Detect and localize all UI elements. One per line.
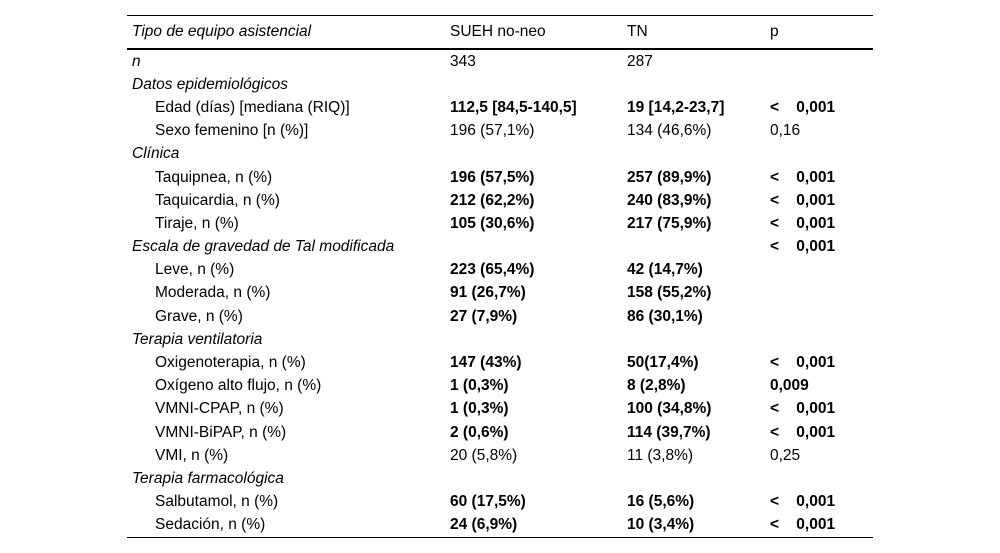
tn-value: 240 (83,9%)	[627, 191, 712, 209]
row-label: VMI, n (%)	[155, 446, 229, 464]
sueh-value: 196 (57,5%)	[450, 168, 535, 186]
table-row: Sexo femenino [n (%)] 196 (57,1%) 134 (46,…	[127, 120, 873, 143]
tn-value: 217 (75,9%)	[627, 214, 712, 232]
sueh-value: 1 (0,3%)	[450, 400, 509, 418]
p-value: < 0,001	[770, 238, 836, 256]
row-label: Terapia ventilatoria	[132, 330, 263, 348]
table-body: n 343 287 Datos epidemiológicos Edad (días) …	[127, 50, 873, 537]
table-row: Edad (días) [mediana (RIQ)] 112,5 [84,5-1…	[127, 96, 873, 119]
row-label: Oxígeno alto flujo, n (%)	[155, 377, 322, 395]
table-row: VMNI-CPAP, n (%) 1 (0,3%) 100 (34,8%) < 0,0…	[127, 398, 873, 421]
tn-value: 8 (2,8%)	[627, 377, 686, 395]
sueh-value: 196 (57,1%)	[450, 122, 535, 140]
sueh-value: 20 (5,8%)	[450, 446, 518, 464]
row-label: Escala de gravedad de Tal modificada	[132, 238, 395, 256]
tn-value: 19 [14,2-23,7]	[627, 98, 725, 116]
table-row: Terapia farmacológica	[127, 467, 873, 490]
tn-value: 257 (89,9%)	[627, 168, 712, 186]
tn-value: 42 (14,7%)	[627, 261, 703, 279]
row-label: Taquipnea, n (%)	[155, 168, 273, 186]
p-value: < 0,001	[770, 423, 836, 441]
tn-value: 100 (34,8%)	[627, 400, 712, 418]
row-label: Datos epidemiológicos	[132, 75, 288, 93]
clinical-comparison-table: Tipo de equipo asistencial SUEH no-neo T…	[127, 15, 873, 538]
row-label: Oxigenoterapia, n (%)	[155, 354, 306, 372]
table-row: Datos epidemiológicos	[127, 73, 873, 96]
table-row: Oxígeno alto flujo, n (%) 1 (0,3%) 8 (2,8%…	[127, 375, 873, 398]
table-row: Taquipnea, n (%) 196 (57,5%) 257 (89,9%) < …	[127, 166, 873, 189]
p-value: 0,25	[770, 446, 801, 464]
p-value: < 0,001	[770, 191, 836, 209]
p-value: 0,16	[770, 122, 801, 140]
row-label: Sexo femenino [n (%)]	[155, 122, 309, 140]
p-value: < 0,001	[770, 98, 836, 116]
tn-value: 11 (3,8%)	[627, 446, 694, 464]
sueh-value: 105 (30,6%)	[450, 214, 535, 232]
table-row: Grave, n (%) 27 (7,9%) 86 (30,1%)	[127, 305, 873, 328]
table-row: Sedación, n (%) 24 (6,9%) 10 (3,4%) < 0,001	[127, 514, 873, 537]
row-label: Grave, n (%)	[155, 307, 243, 325]
table-row: Leve, n (%) 223 (65,4%) 42 (14,7%)	[127, 259, 873, 282]
p-value: < 0,001	[770, 400, 836, 418]
tn-value: 287	[627, 52, 653, 70]
p-value: 0,009	[770, 377, 809, 395]
sueh-value: 24 (6,9%)	[450, 516, 518, 534]
sueh-value: 343	[450, 52, 476, 70]
sueh-value: 1 (0,3%)	[450, 377, 509, 395]
table-row: n 343 287	[127, 50, 873, 73]
p-value: < 0,001	[770, 493, 836, 511]
tn-value: 86 (30,1%)	[627, 307, 703, 325]
table-row: Taquicardia, n (%) 212 (62,2%) 240 (83,9%)…	[127, 189, 873, 212]
tn-value: 50(17,4%)	[627, 354, 699, 372]
column-header-sueh-no-neo: SUEH no-neo	[450, 23, 546, 40]
tn-value: 16 (5,6%)	[627, 493, 695, 511]
table-row: VMNI-BiPAP, n (%) 2 (0,6%) 114 (39,7%) < 0,…	[127, 421, 873, 444]
p-value: < 0,001	[770, 214, 836, 232]
p-value: < 0,001	[770, 516, 836, 534]
sueh-value: 60 (17,5%)	[450, 493, 526, 511]
column-header-p: p	[770, 23, 779, 40]
sueh-value: 27 (7,9%)	[450, 307, 518, 325]
sueh-value: 2 (0,6%)	[450, 423, 509, 441]
row-label: VMNI-CPAP, n (%)	[155, 400, 284, 418]
tn-value: 158 (55,2%)	[627, 284, 712, 302]
sueh-value: 147 (43%)	[450, 354, 522, 372]
row-label: Sedación, n (%)	[155, 516, 266, 534]
row-label: Salbutamol, n (%)	[155, 493, 279, 511]
table-row: Clínica	[127, 143, 873, 166]
row-label: n	[132, 52, 141, 70]
table-row: Oxigenoterapia, n (%) 147 (43%) 50(17,4%) <…	[127, 351, 873, 374]
table-row: Salbutamol, n (%) 60 (17,5%) 16 (5,6%) < 0,…	[127, 491, 873, 514]
table-row: Escala de gravedad de Tal modificada < 0,…	[127, 236, 873, 259]
column-header-tn: TN	[627, 23, 648, 40]
table-header: Tipo de equipo asistencial SUEH no-neo T…	[127, 16, 873, 50]
tn-value: 114 (39,7%)	[627, 423, 711, 441]
row-label: Taquicardia, n (%)	[155, 191, 280, 209]
table-row: Tiraje, n (%) 105 (30,6%) 217 (75,9%) < 0,0…	[127, 212, 873, 235]
row-label: Moderada, n (%)	[155, 284, 271, 302]
row-label: Clínica	[132, 145, 180, 163]
table-row: Terapia ventilatoria	[127, 328, 873, 351]
row-label: Terapia farmacológica	[132, 469, 284, 487]
row-label: Tiraje, n (%)	[155, 214, 239, 232]
sueh-value: 223 (65,4%)	[450, 261, 535, 279]
sueh-value: 91 (26,7%)	[450, 284, 526, 302]
sueh-value: 212 (62,2%)	[450, 191, 535, 209]
row-label: Leve, n (%)	[155, 261, 235, 279]
tn-value: 134 (46,6%)	[627, 122, 712, 140]
p-value: < 0,001	[770, 168, 836, 186]
table-row: VMI, n (%) 20 (5,8%) 11 (3,8%) 0,25	[127, 444, 873, 467]
row-label: VMNI-BiPAP, n (%)	[155, 423, 287, 441]
row-label: Edad (días) [mediana (RIQ)]	[155, 98, 350, 116]
p-value: < 0,001	[770, 354, 836, 372]
table-row: Moderada, n (%) 91 (26,7%) 158 (55,2%)	[127, 282, 873, 305]
tn-value: 10 (3,4%)	[627, 516, 695, 534]
sueh-value: 112,5 [84,5-140,5]	[450, 98, 577, 116]
column-header-tipo-de-equipo: Tipo de equipo asistencial	[132, 23, 312, 40]
